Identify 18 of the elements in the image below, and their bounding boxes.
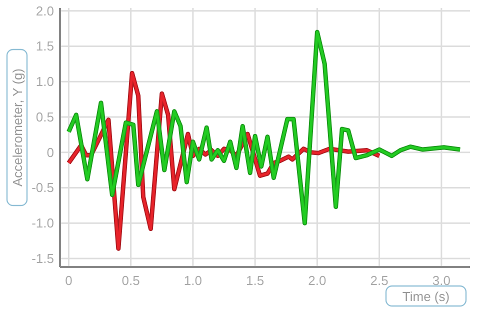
x-tick-label: 1.5 xyxy=(246,273,264,288)
y-tick-label: 1.5 xyxy=(36,38,54,54)
x-tick-label: 2.5 xyxy=(370,273,388,288)
y-tick-label: 0 xyxy=(46,144,54,160)
line-series xyxy=(66,30,462,226)
y-tick-label: 0.5 xyxy=(36,109,54,124)
y-tick-label: -1.5 xyxy=(32,251,54,266)
y-axis-title: Accelerometer, Y (g) xyxy=(10,68,25,187)
y-tick-label: 1.0 xyxy=(36,74,54,90)
x-axis-title: Time (s) xyxy=(402,289,450,304)
y-tick-label: -1.0 xyxy=(32,216,54,231)
y-tick-label: -0.5 xyxy=(32,180,54,196)
x-tick-label: 0 xyxy=(65,273,72,288)
x-tick-label: 0.5 xyxy=(122,273,140,288)
y-tick-label: 2.0 xyxy=(36,3,54,18)
x-tick-label: 1.0 xyxy=(184,273,202,288)
x-tick-label: 3.0 xyxy=(432,273,450,288)
x-tick-label: 2.0 xyxy=(308,273,326,288)
